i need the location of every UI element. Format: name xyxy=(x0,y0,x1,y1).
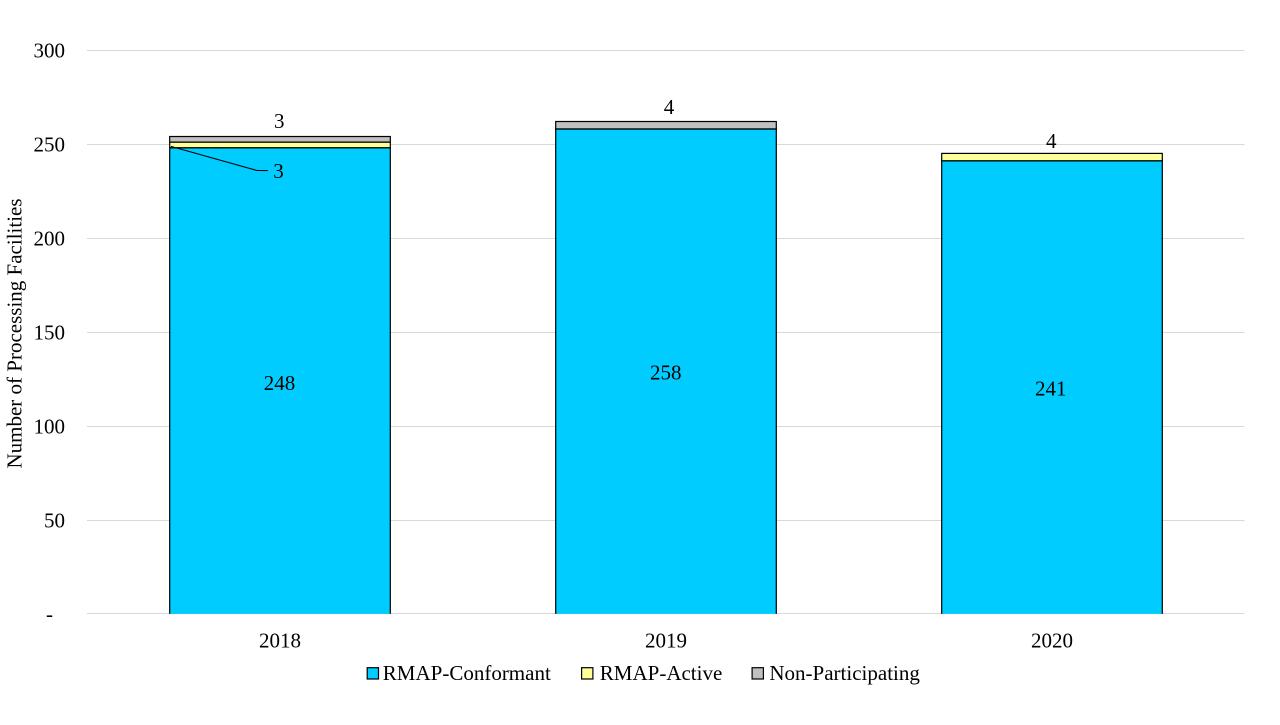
svg-text:300: 300 xyxy=(34,39,66,63)
svg-text:-: - xyxy=(46,602,53,626)
svg-text:2018: 2018 xyxy=(259,629,301,653)
svg-text:100: 100 xyxy=(34,415,66,439)
svg-text:Non-Participating: Non-Participating xyxy=(769,661,920,685)
svg-text:4: 4 xyxy=(664,95,675,119)
svg-text:Number of Processing Facilitie: Number of Processing Facilities xyxy=(3,198,27,468)
svg-text:2020: 2020 xyxy=(1031,629,1073,653)
svg-text:2019: 2019 xyxy=(645,629,687,653)
svg-text:4: 4 xyxy=(1046,129,1057,153)
svg-text:50: 50 xyxy=(44,509,65,533)
svg-text:RMAP-Conformant: RMAP-Conformant xyxy=(383,661,551,685)
svg-text:258: 258 xyxy=(650,360,682,384)
svg-text:3: 3 xyxy=(273,159,284,183)
svg-text:200: 200 xyxy=(34,227,66,251)
svg-text:248: 248 xyxy=(264,371,296,395)
svg-text:3: 3 xyxy=(274,109,285,133)
svg-text:150: 150 xyxy=(34,321,66,345)
svg-text:241: 241 xyxy=(1035,377,1067,401)
svg-text:RMAP-Active: RMAP-Active xyxy=(600,661,723,685)
svg-text:250: 250 xyxy=(34,133,66,157)
